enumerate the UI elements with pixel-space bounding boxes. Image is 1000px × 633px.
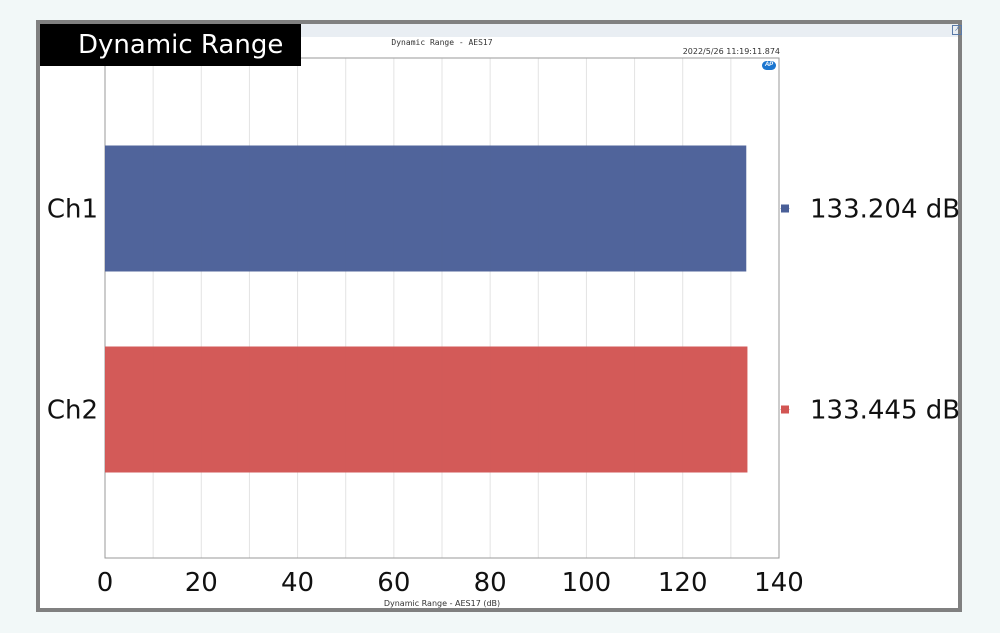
bar-ch1 (105, 145, 747, 272)
plot-border (104, 57, 780, 559)
bar-ch2 (105, 346, 748, 473)
value-label: 133.445 dB (810, 396, 960, 426)
x-tick-label: 140 (754, 568, 804, 598)
category-label: Ch2 (47, 396, 98, 426)
popout-icon[interactable]: ↗ (952, 25, 962, 35)
x-tick-label: 100 (562, 568, 612, 598)
category-label: Ch1 (47, 195, 98, 225)
x-axis-label: Dynamic Range - AES17 (dB) (383, 599, 501, 608)
x-tick-label: 80 (474, 568, 507, 598)
x-tick-label: 20 (185, 568, 218, 598)
legend-marker-ch2 (781, 405, 789, 414)
x-tick-label: 40 (281, 568, 314, 598)
x-tick-label: 60 (377, 568, 410, 598)
timestamp: 2022/5/26 11:19:11.874 (682, 47, 780, 56)
legend-marker-ch1 (781, 204, 789, 213)
graph-title: Dynamic Range - AES17 (391, 38, 493, 47)
x-tick-label: 120 (658, 568, 708, 598)
chart-panel (40, 24, 958, 608)
x-tick-label: 0 (97, 568, 114, 598)
value-label: 133.204 dB (810, 195, 960, 225)
chart-badge: Dynamic Range (40, 24, 301, 66)
ap-logo-icon: AP (762, 61, 776, 70)
